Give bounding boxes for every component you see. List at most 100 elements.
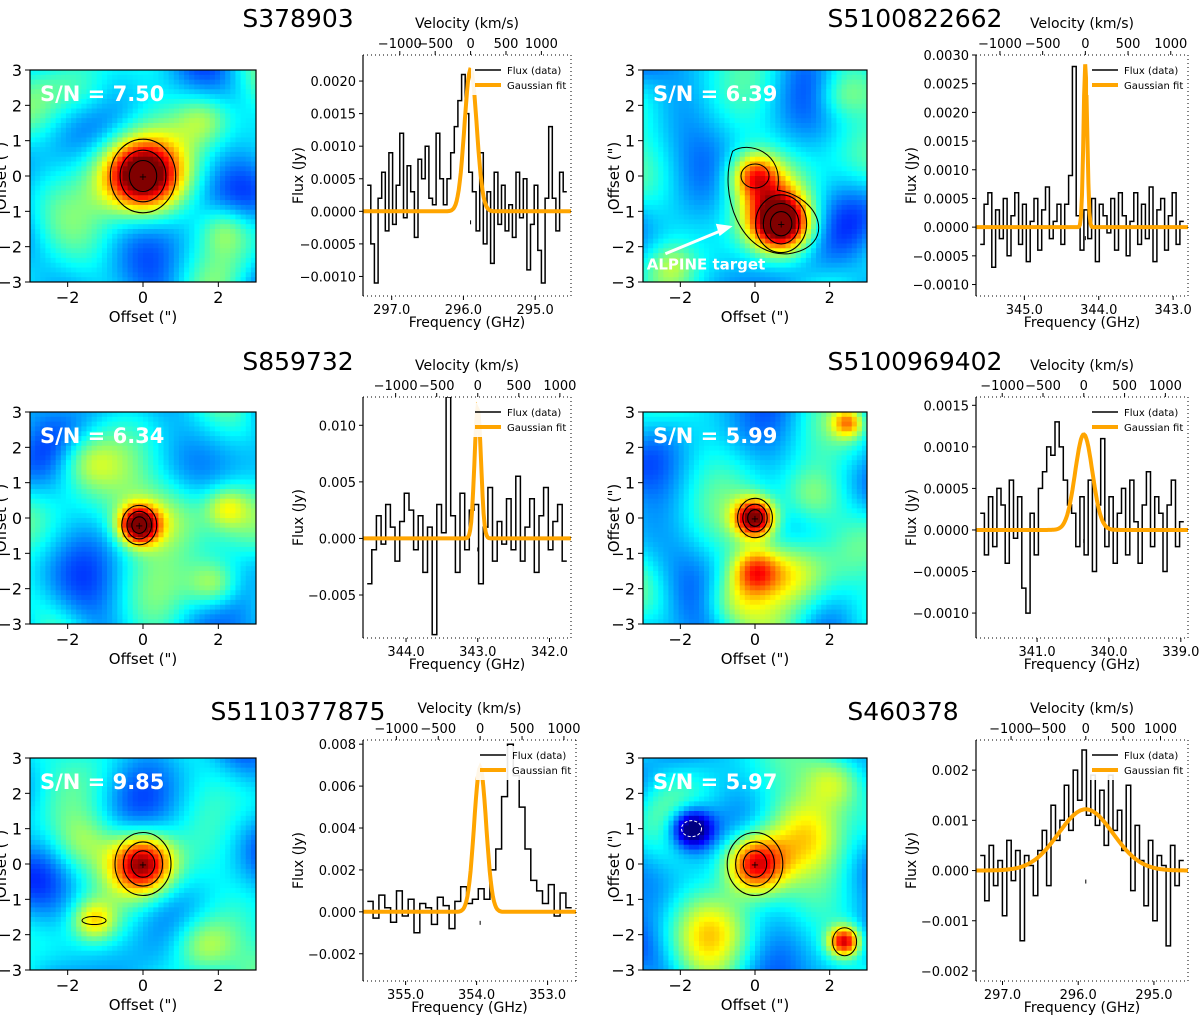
y-tick-label: 3 xyxy=(625,403,635,422)
spec-x-tick-label: 345.0 xyxy=(1006,303,1043,318)
map-ylabel: Offset (") xyxy=(605,142,623,210)
flux-data-line xyxy=(980,749,1184,947)
spec-x-tick-label: 343.0 xyxy=(459,645,496,660)
y-tick-label: −2 xyxy=(611,580,635,599)
map-xlabel: Offset (") xyxy=(721,650,789,668)
y-tick-label: 1 xyxy=(625,474,635,493)
panel-title: S378903 xyxy=(242,4,353,33)
spec-y-tick-label: −0.0005 xyxy=(913,566,969,581)
y-tick-label: −2 xyxy=(0,238,22,257)
map-panel-4: + S/N = 9.85 3 2 1 0 −1 −2 −3 −2 0 2 Offset (") Offse… xyxy=(0,749,257,1014)
gaussian-fit-line xyxy=(363,762,576,914)
y-tick-label: 0 xyxy=(625,855,635,874)
map-ylabel: Offset (") xyxy=(0,830,10,898)
spec-x-tick-label: 296.0 xyxy=(1060,988,1097,1003)
contour-line xyxy=(121,504,158,546)
spec-xlabel: Frequency (GHz) xyxy=(1024,315,1140,331)
spec-x-tick-label: 344.0 xyxy=(1080,303,1117,318)
spec-y-tick-label: 0.000 xyxy=(932,865,969,880)
velocity-axis-label: Velocity (km/s) xyxy=(1030,358,1134,374)
y-tick-label: −1 xyxy=(0,890,22,909)
legend-data-label: Flux (data) xyxy=(1124,66,1178,77)
y-tick-label: −3 xyxy=(611,273,635,292)
x-tick-label: 2 xyxy=(825,976,835,995)
legend-fit-label: Gaussian fit xyxy=(507,423,566,434)
spec-y-tick-label: 0.010 xyxy=(319,419,356,434)
velocity-tick-label: −500 xyxy=(1025,37,1061,52)
spec-y-tick-label: 0.002 xyxy=(932,764,969,779)
peak-marker: + xyxy=(139,860,147,871)
spec-xlabel: Frequency (GHz) xyxy=(409,657,525,673)
velocity-tick-label: −1000 xyxy=(989,722,1033,737)
x-tick-label: 2 xyxy=(213,288,223,307)
peak-marker: + xyxy=(135,521,143,532)
contour-line xyxy=(769,211,793,237)
contour-line xyxy=(755,194,808,254)
spec-y-tick-label: 0.0000 xyxy=(924,524,970,539)
map-ylabel: Offset (") xyxy=(0,142,10,210)
velocity-tick-label: −500 xyxy=(420,722,456,737)
x-tick-label: 0 xyxy=(750,976,760,995)
velocity-tick-label: 1000 xyxy=(543,379,576,394)
contour-line xyxy=(81,916,107,926)
spectrum-panel-4: −0.002 0.000 0.002 0.004 0.006 0.008 355.0 354.… xyxy=(291,701,580,1016)
peak-marker: + xyxy=(777,220,785,231)
contour-line xyxy=(126,510,153,540)
contour-line xyxy=(131,516,148,534)
intensity-heatmap: + xyxy=(643,412,867,624)
velocity-axis-label: Velocity (km/s) xyxy=(1030,16,1134,32)
contour-line xyxy=(747,509,763,527)
flux-data-line xyxy=(980,65,1184,269)
spec-x-tick-label: 342.0 xyxy=(531,645,568,660)
velocity-tick-label: 0 xyxy=(1080,379,1088,394)
legend-box xyxy=(1088,61,1186,95)
spec-x-tick-label: 296.0 xyxy=(445,303,482,318)
spec-x-tick-label: 341.0 xyxy=(1018,645,1055,660)
contour-line xyxy=(762,202,800,245)
spec-y-tick-label: 0.0000 xyxy=(311,205,357,220)
spec-y-tick-label: 0.000 xyxy=(319,532,356,547)
y-tick-label: −3 xyxy=(611,961,635,980)
contour-line xyxy=(742,850,768,878)
spec-ylabel: Flux (Jy) xyxy=(904,832,920,889)
legend-box xyxy=(471,403,569,437)
y-tick-label: 2 xyxy=(12,784,22,803)
x-tick-label: 2 xyxy=(213,976,223,995)
spec-x-tick-label: 343.0 xyxy=(1155,303,1192,318)
velocity-tick-label: −1000 xyxy=(374,379,418,394)
x-tick-label: −2 xyxy=(56,630,80,649)
spec-y-tick-label: 0.0000 xyxy=(924,221,970,236)
legend-data-label: Flux (data) xyxy=(507,408,561,419)
velocity-tick-label: 1000 xyxy=(1149,379,1182,394)
velocity-tick-label: 0 xyxy=(476,722,484,737)
intensity-heatmap: + xyxy=(643,70,867,282)
snr-label: S/N = 5.97 xyxy=(653,770,777,794)
spec-y-tick-label: −0.005 xyxy=(308,589,356,604)
y-tick-label: −3 xyxy=(611,615,635,634)
x-tick-label: 2 xyxy=(825,288,835,307)
velocity-tick-label: 0 xyxy=(466,37,474,52)
contour-line xyxy=(128,159,158,193)
spec-y-tick-label: −0.0010 xyxy=(300,270,356,285)
contour-line xyxy=(832,927,858,957)
map-panel-5: + S/N = 5.97 3 2 1 0 −1 −2 −3 −2 0 2 Offset (") Offse… xyxy=(605,749,868,1014)
contour-line xyxy=(740,163,770,189)
map-xlabel: Offset (") xyxy=(109,650,177,668)
y-tick-label: 2 xyxy=(625,438,635,457)
legend-data-label: Flux (data) xyxy=(1124,751,1178,762)
annotation-arrowhead xyxy=(715,223,733,237)
spectrum-panel-1: −0.0010 −0.0005 0.0000 0.0005 0.0010 0.0015 0.… xyxy=(904,16,1192,331)
x-tick-label: 0 xyxy=(750,630,760,649)
intensity-heatmap: + xyxy=(30,70,256,282)
annotation-label: ALPINE target xyxy=(647,256,766,274)
velocity-tick-label: −500 xyxy=(1031,722,1067,737)
spectrum-panel-5: −0.002 −0.001 0.000 0.001 0.002 297.0 296.0 295… xyxy=(904,701,1189,1016)
map-xlabel: Offset (") xyxy=(109,308,177,326)
spec-ylabel: Flux (Jy) xyxy=(291,832,307,889)
panel-title: S5100822662 xyxy=(828,4,1003,33)
contour-line xyxy=(109,138,177,214)
gaussian-fit-line xyxy=(363,401,571,541)
snr-label: S/N = 5.99 xyxy=(653,424,777,448)
spec-y-tick-label: 0.0005 xyxy=(924,482,970,497)
